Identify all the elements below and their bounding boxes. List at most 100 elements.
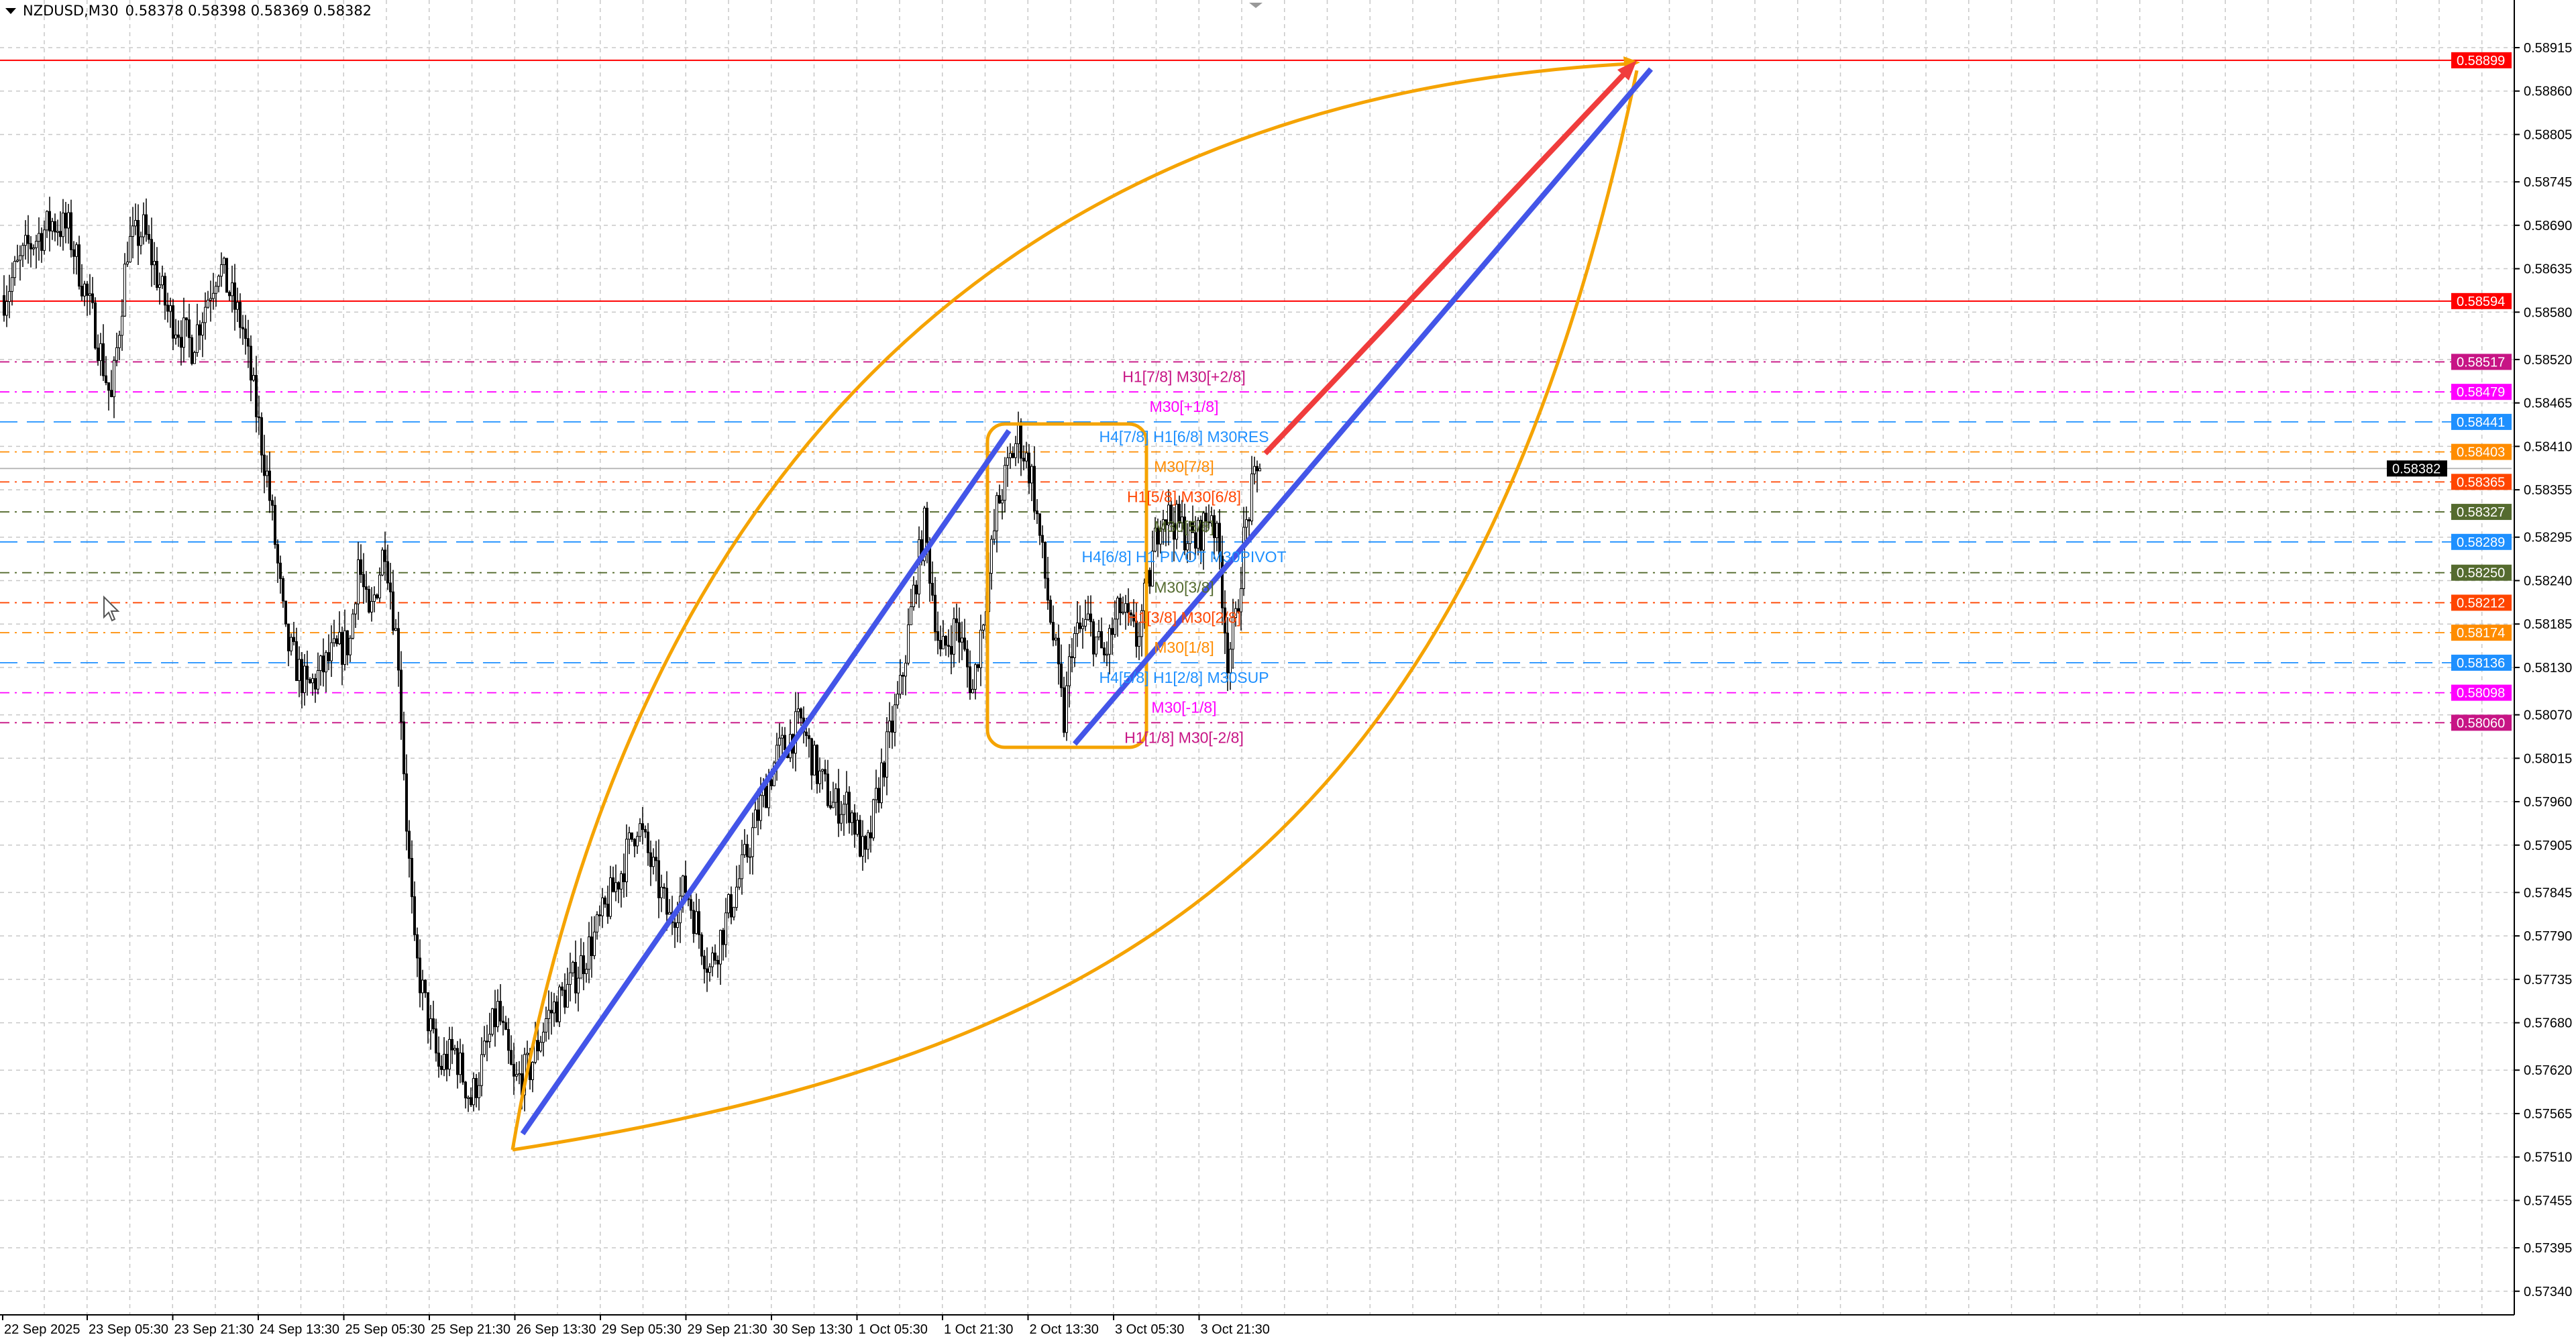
candle-body [274, 504, 276, 545]
candle-body [652, 857, 655, 867]
candle-body [349, 637, 352, 655]
candle-body [153, 260, 156, 266]
candle-body [408, 831, 411, 859]
candle-body [123, 264, 126, 317]
candle-body [708, 966, 711, 973]
candle-body [853, 812, 856, 835]
candle-body [907, 624, 910, 663]
orange-curve-upper[interactable] [511, 62, 1631, 1150]
candle-body [429, 1018, 432, 1032]
candle-body [625, 839, 628, 882]
candle-body [5, 301, 8, 316]
time-tick-label: 29 Sep 05:30 [602, 1322, 682, 1337]
candle-body [46, 211, 48, 231]
candle-body [255, 375, 258, 417]
price-axis[interactable]: 0.58915 0.58860 0.58805 0.58745 0.58690 0.586… [2514, 41, 2572, 1299]
candle-body [134, 220, 137, 227]
candle-body [738, 878, 741, 888]
price-label: 0.58382 [2392, 462, 2440, 476]
price-tick-label: 0.57565 [2524, 1107, 2572, 1122]
price-tick-label: 0.58745 [2524, 175, 2572, 190]
candle-body [561, 986, 564, 991]
candle-body [1103, 647, 1106, 655]
candle-body [1135, 621, 1138, 647]
red-arrow-line[interactable] [1263, 69, 1629, 456]
candle-body [1009, 453, 1012, 458]
candle-body [896, 694, 899, 706]
price-label-box [2451, 384, 2512, 400]
candle-body [107, 382, 110, 391]
drawings[interactable] [511, 56, 1654, 1152]
orange-range-box[interactable] [985, 422, 1148, 749]
candle-body [931, 582, 934, 596]
candle-body [1162, 519, 1165, 530]
price-tick-label: 0.58805 [2524, 127, 2572, 142]
blue-trendline-1[interactable] [520, 429, 1012, 1136]
candle-body [711, 953, 714, 967]
candle-body [295, 641, 298, 682]
candle-body [56, 231, 59, 233]
candle-body [306, 665, 309, 680]
candle-body [279, 562, 282, 579]
candle-body [494, 1008, 496, 1028]
candle-body [252, 375, 255, 381]
candle-body [623, 873, 625, 882]
candle-body [24, 235, 27, 246]
candle-body [1046, 578, 1049, 601]
candle-body [660, 887, 663, 898]
candle-body [942, 635, 945, 649]
candle-body [550, 1010, 553, 1014]
candle-body [891, 720, 894, 733]
candle-body [1095, 636, 1097, 655]
candle-body [105, 375, 107, 383]
candle-body [668, 912, 671, 915]
candle-body [558, 986, 561, 1022]
candle-body [730, 894, 733, 918]
candle-body [1181, 517, 1183, 524]
candle-body [1036, 511, 1038, 515]
candle-body [596, 914, 598, 932]
price-label-box [2451, 504, 2512, 521]
price-tick-label: 0.57455 [2524, 1193, 2572, 1208]
price-label: 0.58441 [2457, 415, 2505, 430]
candle-body [1218, 523, 1221, 557]
candle-body [1084, 619, 1087, 627]
price-tick-label: 0.58070 [2524, 708, 2572, 723]
price-label: 0.58212 [2457, 596, 2505, 610]
candle-body [950, 646, 953, 655]
candle-body [816, 745, 818, 784]
price-tick-label: 0.58240 [2524, 574, 2572, 588]
candle-body [775, 745, 778, 763]
candle-body [1216, 523, 1218, 539]
candle-body [397, 628, 400, 671]
time-tick-label: 25 Sep 05:30 [345, 1322, 425, 1337]
candle-body [757, 809, 759, 821]
candle-body [282, 578, 284, 602]
candle-body [330, 642, 333, 661]
candle-body [362, 574, 365, 588]
candle-body [443, 1053, 445, 1070]
candle-body [30, 243, 32, 250]
candle-body [741, 854, 743, 879]
candle-body [1012, 453, 1014, 458]
candle-body [939, 640, 942, 649]
candle-body [51, 221, 54, 231]
candle-body [464, 1081, 467, 1099]
candle-body [180, 337, 182, 348]
candle-body [292, 637, 295, 642]
time-axis[interactable]: 22 Sep 2025 23 Sep 05:30 23 Sep 21:30 24 Se… [2, 1315, 1270, 1337]
price-label: 0.58594 [2457, 294, 2505, 309]
candle-body [191, 337, 193, 364]
orange-curve-lower[interactable] [512, 70, 1639, 1152]
candle-body [1159, 529, 1162, 545]
blue-trendline-2[interactable] [1072, 67, 1654, 746]
dropdown-triangle-icon[interactable] [5, 7, 16, 14]
candle-body [706, 968, 708, 973]
chart-shift-marker-icon[interactable] [1249, 3, 1263, 8]
candle-body [856, 820, 859, 835]
candle-body [491, 1008, 494, 1035]
candle-body [885, 731, 888, 778]
candle-body [161, 276, 164, 286]
price-tick-label: 0.57960 [2524, 795, 2572, 810]
